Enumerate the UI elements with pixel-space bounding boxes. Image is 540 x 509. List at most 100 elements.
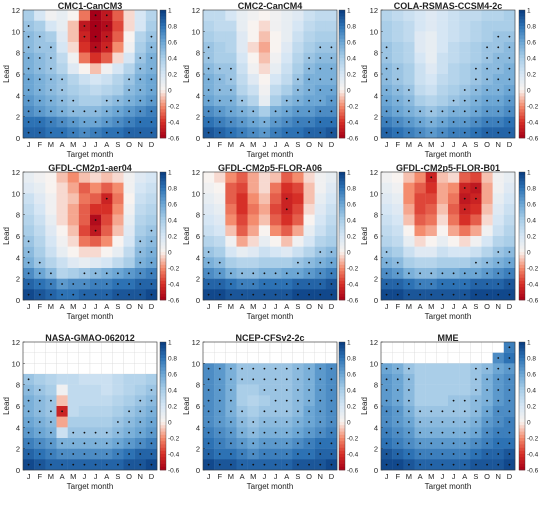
significance-dot <box>252 378 255 381</box>
y-tick-label: 10 <box>370 27 378 36</box>
x-tick-label: F <box>37 472 42 481</box>
significance-dot <box>463 110 466 113</box>
significance-dot <box>241 453 243 455</box>
significance-dot <box>27 46 30 49</box>
colorbar-tick-label: -0.4 <box>347 120 359 127</box>
x-tick-label: D <box>329 472 335 481</box>
significance-dot <box>396 261 399 264</box>
heatmap-cell <box>481 204 493 215</box>
heatmap-cell <box>481 10 493 21</box>
significance-dot <box>218 67 221 70</box>
colorbar-tick-label: -0.6 <box>168 298 180 305</box>
significance-dot <box>486 367 488 370</box>
colorbar-segment <box>519 460 525 464</box>
colorbar-segment <box>160 90 166 94</box>
heatmap-cell <box>34 225 46 237</box>
significance-dot <box>497 421 500 423</box>
colorbar-tick-label: 0.4 <box>347 388 356 395</box>
significance-dot <box>94 110 97 113</box>
significance-dot <box>396 399 399 402</box>
heatmap-cell <box>67 182 80 194</box>
heatmap-cell <box>481 246 493 258</box>
heatmap-cell <box>448 172 460 183</box>
colorbar-segment <box>519 48 525 52</box>
heatmap-cell <box>101 406 113 417</box>
significance-dot <box>430 293 433 296</box>
significance-dot <box>319 389 322 391</box>
significance-dot <box>385 67 388 70</box>
significance-dot <box>38 389 41 391</box>
significance-dot <box>319 261 322 264</box>
colorbar-segment <box>160 38 166 43</box>
heatmap-cell <box>492 10 505 21</box>
heatmap-cell <box>292 31 304 43</box>
heatmap-cell <box>258 172 271 183</box>
colorbar-segment <box>160 393 166 397</box>
heatmap-cell <box>225 172 237 183</box>
significance-dot <box>139 283 142 285</box>
significance-dot <box>150 240 153 243</box>
significance-dot <box>308 378 310 381</box>
heatmap-cell <box>270 172 282 183</box>
colorbar-segment <box>160 361 166 365</box>
heatmap-cell <box>414 246 426 258</box>
colorbar-segment <box>339 16 345 20</box>
heatmap-cell <box>503 225 516 237</box>
colorbar-segment <box>339 118 345 123</box>
significance-dot <box>83 463 86 466</box>
heatmap-cell <box>425 182 438 194</box>
colorbar-segment <box>339 197 345 202</box>
heatmap-cell <box>425 363 438 375</box>
heatmap-cell-empty <box>202 341 215 353</box>
significance-dot <box>463 197 466 200</box>
y-tick-label: 4 <box>16 253 20 262</box>
significance-dot <box>319 46 322 49</box>
heatmap-cell <box>45 20 57 32</box>
colorbar-segment <box>160 210 166 214</box>
significance-dot <box>441 121 444 123</box>
significance-dot <box>385 251 388 253</box>
colorbar-tick-label: 0 <box>168 420 172 427</box>
significance-dot <box>452 131 455 134</box>
significance-dot <box>50 67 52 70</box>
heatmap-cell-empty <box>145 341 158 353</box>
significance-dot <box>139 453 142 455</box>
heatmap-cell <box>214 182 226 194</box>
x-tick-label: D <box>329 140 335 149</box>
significance-dot <box>94 442 97 445</box>
colorbar-segment <box>160 428 166 432</box>
significance-dot <box>475 89 477 91</box>
x-tick-label: J <box>385 140 389 149</box>
colorbar-tick-label: -0.2 <box>168 104 180 111</box>
significance-dot <box>319 399 322 402</box>
significance-dot <box>285 410 288 413</box>
heatmap-cell <box>481 225 493 237</box>
x-tick-label: M <box>70 140 76 149</box>
significance-dot <box>230 421 232 423</box>
y-tick-label: 6 <box>374 232 378 241</box>
colorbar-segment <box>160 441 166 445</box>
heatmap-cell <box>23 182 35 194</box>
significance-dot <box>463 431 466 434</box>
significance-dot <box>441 131 444 134</box>
significance-dot <box>207 272 210 275</box>
heatmap-cell <box>67 246 80 258</box>
significance-dot <box>452 283 455 285</box>
heatmap-cell-empty <box>436 352 449 364</box>
colorbar-segment <box>160 277 166 282</box>
significance-dot <box>452 410 455 413</box>
x-tick-label: F <box>395 472 400 481</box>
significance-dot <box>230 78 232 81</box>
heatmap-cell <box>436 193 449 205</box>
x-tick-label: A <box>240 472 245 481</box>
heatmap-cell <box>425 236 438 247</box>
colorbar-segment <box>339 354 345 359</box>
significance-dot <box>475 99 477 102</box>
heatmap-cell-empty <box>392 341 404 353</box>
heatmap-cell <box>78 63 91 75</box>
y-tick-label: 12 <box>370 168 378 177</box>
significance-dot <box>475 442 477 445</box>
heatmap-cell-empty <box>470 352 482 364</box>
colorbar-segment <box>339 45 345 49</box>
colorbar-segment <box>160 258 166 262</box>
